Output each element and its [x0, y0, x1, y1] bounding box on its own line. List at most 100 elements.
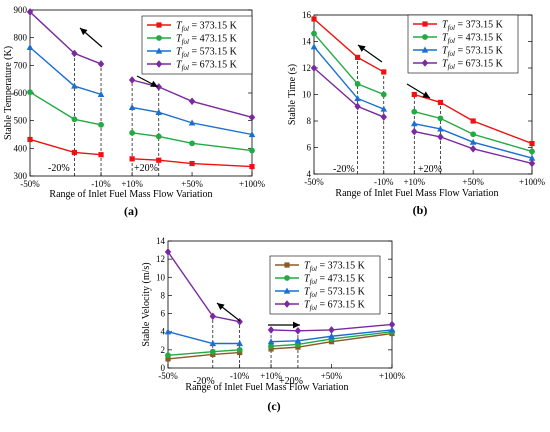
chart-panel-b: 4 6 8 10 12 14 16 -50% -10% +10% +50% +100% -20% +20%… [287, 10, 546, 217]
data-point-legend-1 [422, 21, 428, 27]
legend-symbol: T [442, 46, 449, 57]
data-point-5 [156, 157, 162, 163]
y-tick-label: 700 [14, 60, 28, 70]
x-tick-label: +100% [379, 371, 406, 381]
y-tick-label: 300 [14, 171, 28, 181]
x-tick-label: +50% [181, 179, 203, 189]
data-point-6 [469, 138, 477, 145]
series-line [131, 79, 253, 119]
data-point-1 [27, 136, 33, 143]
data-point-2 [71, 149, 77, 156]
data-point-7 [248, 131, 256, 138]
series-line [313, 33, 385, 96]
y-tick-label: 14 [156, 236, 166, 246]
data-point-2 [209, 340, 217, 347]
series-line [167, 351, 240, 360]
data-point-4 [411, 91, 417, 98]
legend-value: = 473.15 K [317, 274, 366, 285]
legend-symbol: T [304, 300, 311, 311]
data-point-4 [411, 127, 418, 136]
data-point-legend-2 [284, 275, 290, 281]
data-point-legend-1 [156, 22, 162, 28]
series-line [167, 331, 240, 345]
series-line [132, 158, 253, 168]
data-point-1 [311, 16, 317, 22]
arrow-decrease-head [217, 303, 225, 310]
legend-value: = 673.15 K [455, 59, 504, 70]
data-point-6 [469, 145, 477, 153]
series-line [29, 138, 102, 156]
legend-value: = 473.15 K [455, 33, 504, 44]
y-tick-label: 8 [161, 290, 166, 300]
annotation-minus-20: -20% [48, 163, 70, 174]
data-point-1 [27, 89, 33, 96]
data-point-4 [267, 338, 275, 345]
x-tick-label: +50% [462, 177, 484, 187]
legend-subscript: fol [310, 265, 317, 273]
legend-subscript: fol [448, 50, 455, 58]
data-point-6 [328, 326, 335, 334]
series-1 [311, 16, 535, 147]
legend-value: = 573.15 K [317, 287, 366, 298]
y-tick-label: 400 [14, 143, 28, 153]
legend-entry-2: Tfol = 473.15 K [442, 33, 504, 46]
data-point-6 [189, 140, 195, 147]
y-axis-label: Stable Time (s) [287, 64, 298, 125]
data-point-3 [236, 346, 243, 353]
data-point-legend-3 [155, 47, 163, 54]
y-axis-label: Stable Velocity (m/s) [141, 262, 152, 346]
series-line [270, 332, 393, 350]
y-tick-label: 0 [161, 363, 166, 373]
legend-entry-3: Tfol = 573.15 K [442, 46, 504, 59]
arrow-increase-head [293, 321, 300, 329]
data-point-5 [437, 115, 444, 122]
data-point-7 [529, 140, 535, 147]
data-point-6 [470, 118, 476, 124]
legend-subscript: fol [182, 25, 189, 33]
series-line [414, 93, 533, 145]
x-axis-label: Range of Inlet Fuel Mass Flow Variation [49, 189, 212, 200]
series-1 [27, 136, 255, 170]
data-point-3 [97, 90, 105, 97]
legend-entry-3: Tfol = 573.15 K [176, 47, 238, 60]
data-point-2 [71, 82, 78, 89]
data-point-6 [188, 97, 196, 106]
series-3 [310, 43, 536, 161]
plot-frame [167, 240, 393, 369]
x-tick-label: +10% [121, 179, 143, 189]
data-point-4 [267, 326, 275, 334]
x-tick-label: +50% [321, 371, 343, 381]
data-point-3 [98, 152, 104, 158]
x-tick-label: +100% [239, 179, 266, 189]
data-point-3 [380, 113, 387, 121]
x-tick-label: -10% [91, 179, 111, 189]
x-tick-label: -50% [20, 179, 40, 189]
y-tick-label: 600 [14, 88, 28, 98]
data-point-3 [236, 340, 243, 347]
arrow-increase-head [150, 80, 158, 87]
data-point-2 [355, 54, 361, 60]
panel-label: (b) [413, 203, 428, 217]
legend-value: = 473.15 K [189, 34, 238, 45]
series-line [313, 67, 385, 118]
y-tick-label: 10 [156, 272, 166, 282]
x-axis-label: Range of Inlet Fuel Mass Flow Variation [335, 188, 498, 199]
data-point-legend-3 [283, 287, 291, 294]
legend-value: = 573.15 K [189, 47, 238, 58]
data-point-6 [188, 119, 196, 126]
y-tick-label: 12 [302, 63, 311, 73]
data-point-1 [310, 64, 318, 72]
legend-symbol: T [442, 33, 449, 44]
legend-symbol: T [176, 60, 183, 71]
legend-symbol: T [176, 34, 183, 45]
legend-entry-1: Tfol = 373.15 K [176, 21, 238, 34]
data-point-5 [155, 133, 162, 140]
data-point-4 [129, 156, 135, 162]
legend-symbol: T [176, 47, 183, 58]
data-point-1 [310, 43, 318, 50]
data-point-4 [128, 76, 136, 84]
series-line [132, 132, 253, 152]
legend-symbol: T [304, 261, 311, 272]
